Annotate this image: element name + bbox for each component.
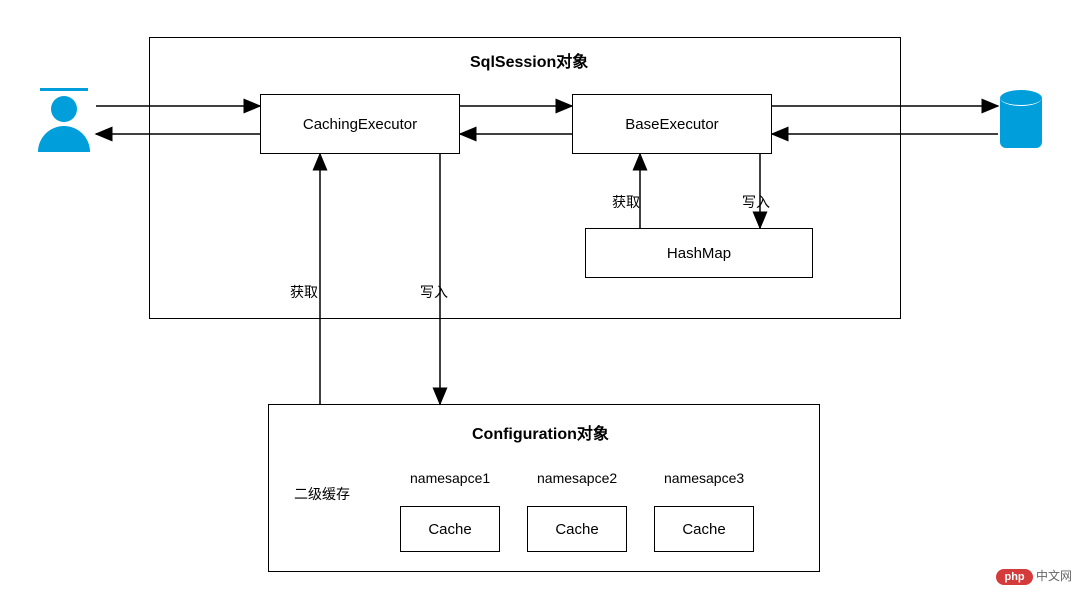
watermark-text: 中文网 [1036,569,1072,583]
fetch-label-right: 获取 [612,192,640,212]
cache1-box: Cache [400,506,500,552]
namespace1-label: namesapce1 [410,470,490,486]
sqlsession-title: SqlSession对象 [470,48,588,72]
cache3-box: Cache [654,506,754,552]
watermark-pill: php [996,569,1032,585]
cache3-label: Cache [682,521,725,538]
cache1-label: Cache [428,521,471,538]
base-executor-label: BaseExecutor [625,116,718,133]
namespace3-label: namesapce3 [664,470,744,486]
fetch-label-left: 获取 [290,282,318,302]
l2-cache-label: 二级缓存 [294,484,350,504]
write-label-right: 写入 [742,192,770,212]
watermark: php 中文网 [996,567,1072,584]
write-label-left: 写入 [420,282,448,302]
configuration-title: Configuration对象 [472,420,609,444]
caching-executor-label: CachingExecutor [303,116,417,133]
hashmap-box: HashMap [585,228,813,278]
cache2-label: Cache [555,521,598,538]
namespace2-label: namesapce2 [537,470,617,486]
caching-executor-box: CachingExecutor [260,94,460,154]
base-executor-box: BaseExecutor [572,94,772,154]
cache2-box: Cache [527,506,627,552]
hashmap-label: HashMap [667,245,731,262]
